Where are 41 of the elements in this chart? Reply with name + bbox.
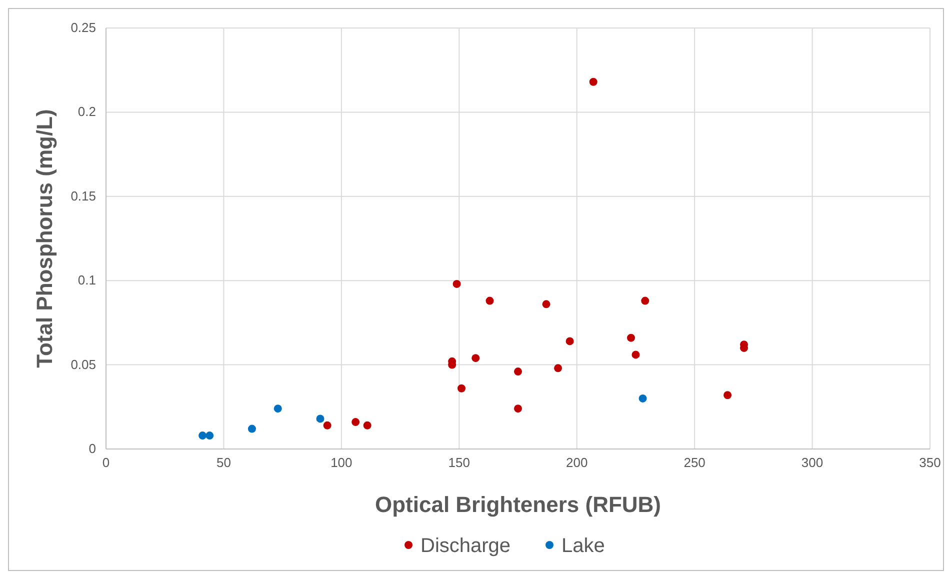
- point: [457, 384, 466, 392]
- x-tick-label: 0: [102, 455, 110, 470]
- point: [632, 350, 640, 359]
- point: [542, 300, 550, 308]
- x-tick-label: 250: [684, 455, 706, 470]
- x-tick-label: 350: [919, 455, 941, 470]
- point: [274, 404, 282, 413]
- point: [486, 296, 494, 305]
- point: [206, 432, 214, 440]
- x-tick-label: 50: [216, 455, 231, 470]
- point: [554, 364, 562, 372]
- point: [452, 280, 461, 288]
- point: [323, 421, 332, 430]
- point: [248, 424, 256, 433]
- point: [627, 334, 636, 342]
- x-tick-label: 300: [801, 455, 824, 470]
- x-axis-title: Optical Brighteners (RFUB): [374, 492, 662, 517]
- point: [638, 394, 647, 402]
- legend-label: Discharge: [420, 535, 511, 557]
- point: [641, 296, 650, 305]
- y-axis-title: Total Phosphorus (mg/L): [32, 109, 57, 368]
- point: [724, 391, 732, 400]
- y-tick-label: 0.15: [70, 188, 96, 204]
- point: [514, 368, 522, 376]
- y-tick-label: 0.2: [78, 104, 96, 120]
- point: [472, 354, 480, 362]
- point: [589, 78, 598, 86]
- point: [514, 404, 522, 413]
- x-tick-label: 100: [330, 455, 352, 470]
- point: [198, 432, 207, 440]
- y-tick-label: 0.05: [70, 356, 96, 372]
- y-tick-label: 0: [88, 441, 96, 456]
- y-tick-label: 0.1: [78, 272, 96, 288]
- point: [316, 414, 324, 423]
- point: [352, 418, 360, 426]
- point: [363, 421, 372, 430]
- x-tick-label: 200: [566, 455, 588, 470]
- x-tick-label: 150: [448, 455, 470, 470]
- y-tick-label: 0.25: [70, 20, 96, 35]
- legend-label: Lake: [562, 535, 605, 557]
- point: [566, 337, 574, 346]
